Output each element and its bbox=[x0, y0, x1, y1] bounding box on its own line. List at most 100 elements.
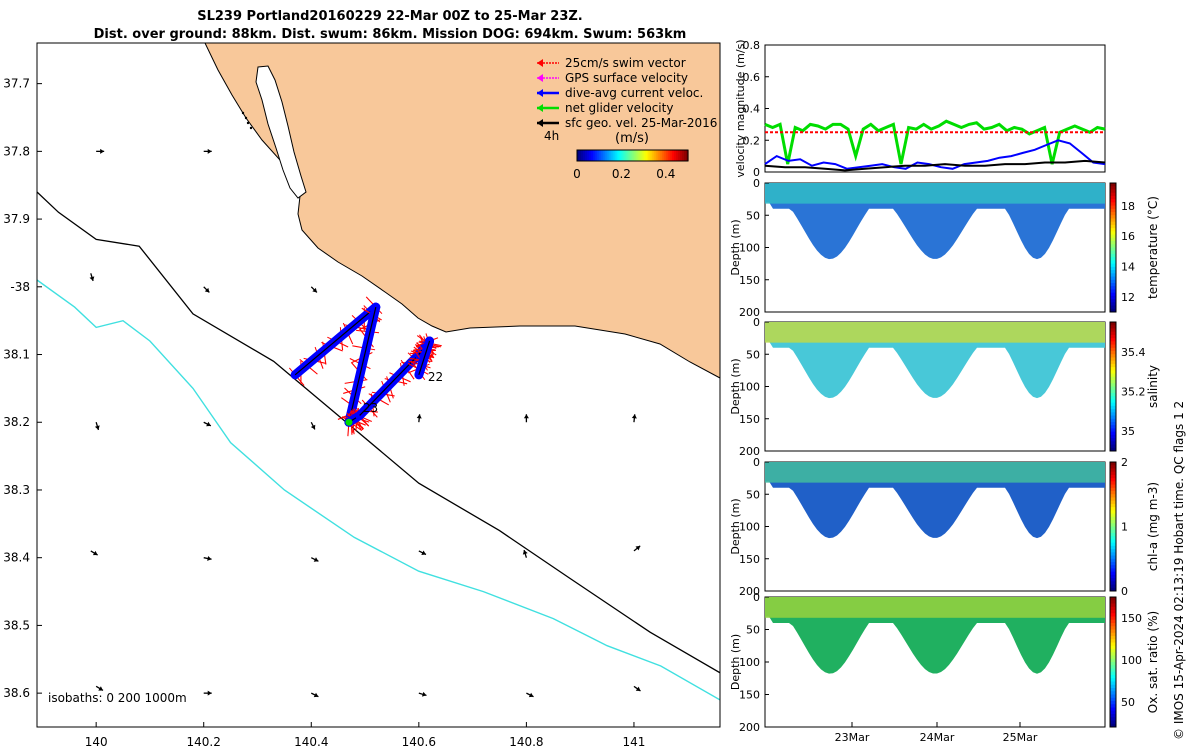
section-y-tick-label: 50 bbox=[746, 348, 760, 361]
section-colorbar-swatch bbox=[1110, 328, 1116, 333]
section-y-label: Depth (m) bbox=[729, 498, 742, 554]
section-colorbar-swatch bbox=[1110, 241, 1116, 245]
section-colorbar-swatch bbox=[1110, 425, 1116, 429]
section-colorbar-swatch bbox=[1110, 250, 1116, 255]
section-colorbar-swatch bbox=[1110, 392, 1116, 397]
section-colorbar-swatch bbox=[1110, 273, 1116, 278]
section-colorbar-label: temperature (°C) bbox=[1146, 196, 1160, 299]
map-y-tick-label: 38.1 bbox=[3, 348, 30, 362]
colorbar-swatch bbox=[577, 150, 580, 161]
section-colorbar-swatch bbox=[1110, 526, 1116, 531]
section-colorbar-swatch bbox=[1110, 529, 1116, 534]
section-y-tick-label: 150 bbox=[739, 274, 760, 287]
colorbar-swatch bbox=[631, 150, 635, 161]
section-colorbar-swatch bbox=[1110, 565, 1116, 569]
colorbar-swatch bbox=[633, 150, 637, 161]
section-y-tick-label: 200 bbox=[739, 445, 760, 458]
map-y-tick-label: 38.2 bbox=[3, 415, 30, 429]
colorbar-swatch bbox=[667, 150, 671, 161]
section-y-tick-label: 50 bbox=[746, 209, 760, 222]
section-colorbar-swatch bbox=[1110, 613, 1116, 617]
section-colorbar-swatch bbox=[1110, 503, 1116, 508]
section-colorbar-swatch bbox=[1110, 681, 1116, 686]
section-colorbar-swatch bbox=[1110, 587, 1116, 592]
section-colorbar-swatch bbox=[1110, 441, 1116, 446]
sfc-geo-arrowhead bbox=[89, 276, 95, 281]
velocity-y-tick-label: 0.4 bbox=[743, 103, 761, 116]
section-colorbar-tick-label: 50 bbox=[1121, 696, 1135, 709]
section-colorbar-swatch bbox=[1110, 626, 1116, 630]
section-colorbar-swatch bbox=[1110, 510, 1116, 515]
section-colorbar-swatch bbox=[1110, 561, 1116, 566]
section-colorbar-label: Ox. sat. ratio (%) bbox=[1146, 611, 1160, 713]
colorbar-swatch bbox=[595, 150, 598, 161]
colorbar-swatch bbox=[647, 150, 651, 161]
section-colorbar-swatch bbox=[1110, 415, 1116, 420]
section-colorbar-swatch bbox=[1110, 253, 1116, 258]
colorbar-swatch bbox=[599, 150, 602, 161]
section-colorbar-swatch bbox=[1110, 279, 1116, 284]
section-colorbar-swatch bbox=[1110, 675, 1116, 679]
section-colorbar-swatch bbox=[1110, 376, 1116, 381]
map-y-tick-label: 37.7 bbox=[3, 77, 30, 91]
sfc-geo-arrowhead bbox=[207, 148, 212, 154]
section-colorbar-swatch bbox=[1110, 347, 1116, 352]
colorbar-swatch bbox=[643, 150, 647, 161]
section-colorbar-swatch bbox=[1110, 412, 1116, 417]
legend-arrowhead bbox=[537, 104, 543, 112]
section-colorbar-swatch bbox=[1110, 334, 1116, 339]
section-colorbar-swatch bbox=[1110, 292, 1116, 297]
sfc-geo-arrowhead bbox=[528, 692, 534, 698]
velocity-series-line bbox=[764, 119, 1106, 165]
colorbar-swatch bbox=[657, 150, 661, 161]
section-colorbar-swatch bbox=[1110, 691, 1116, 695]
reef-dot bbox=[246, 121, 250, 125]
time-tick-label: 23Mar bbox=[835, 731, 870, 744]
colorbar-swatch bbox=[589, 150, 592, 161]
section-y-tick-label: 0 bbox=[753, 177, 760, 190]
section-colorbar-swatch bbox=[1110, 516, 1116, 521]
colorbar-swatch bbox=[629, 150, 633, 161]
colorbar-swatch bbox=[611, 150, 614, 161]
colorbar-swatch bbox=[663, 150, 667, 161]
section-colorbar-swatch bbox=[1110, 497, 1116, 502]
isobath-1000m bbox=[37, 279, 720, 701]
velocity-y-tick-label: 0 bbox=[753, 166, 760, 179]
section-colorbar-swatch bbox=[1110, 668, 1116, 673]
section-colorbar-swatch bbox=[1110, 610, 1116, 614]
section-colorbar-swatch bbox=[1110, 354, 1116, 358]
section-colorbar-tick-label: 18 bbox=[1121, 200, 1135, 213]
section-colorbar-swatch bbox=[1110, 478, 1116, 482]
section-colorbar-swatch bbox=[1110, 205, 1116, 210]
colorbar-swatch bbox=[619, 150, 622, 161]
section-colorbar-swatch bbox=[1110, 603, 1116, 608]
map-y-tick-label: 38.4 bbox=[3, 551, 30, 565]
colorbar-swatch bbox=[659, 150, 663, 161]
section-colorbar-swatch bbox=[1110, 325, 1116, 329]
section-colorbar-label: chl-a (mg m-3) bbox=[1146, 482, 1160, 571]
section-colorbar-swatch bbox=[1110, 658, 1116, 663]
sfc-geo-arrowhead bbox=[635, 545, 641, 551]
section-colorbar-swatch bbox=[1110, 462, 1116, 466]
map-x-tick-label: 141 bbox=[622, 735, 645, 749]
section-colorbar-swatch bbox=[1110, 684, 1116, 689]
section-colorbar-swatch bbox=[1110, 237, 1116, 242]
land-mass bbox=[204, 43, 720, 379]
section-colorbar-swatch bbox=[1110, 678, 1116, 682]
time-tick-label: 24Mar bbox=[920, 731, 955, 744]
section-colorbar-swatch bbox=[1110, 484, 1116, 489]
section-y-tick-label: 100 bbox=[739, 242, 760, 255]
section-colorbar-swatch bbox=[1110, 215, 1116, 219]
section-colorbar-swatch bbox=[1110, 714, 1116, 718]
map-x-tick-label: 140.8 bbox=[509, 735, 543, 749]
section-colorbar-swatch bbox=[1110, 286, 1116, 290]
sfc-geo-arrowhead bbox=[522, 550, 528, 555]
section-colorbar-swatch bbox=[1110, 282, 1116, 287]
section-colorbar-swatch bbox=[1110, 642, 1116, 647]
section-colorbar-frame bbox=[1109, 182, 1117, 313]
section-colorbar-swatch bbox=[1110, 545, 1116, 550]
colorbar-swatch bbox=[585, 150, 588, 161]
section-colorbar-swatch bbox=[1110, 471, 1116, 476]
section-colorbar-swatch bbox=[1110, 363, 1116, 368]
colorbar-swatch bbox=[613, 150, 616, 161]
